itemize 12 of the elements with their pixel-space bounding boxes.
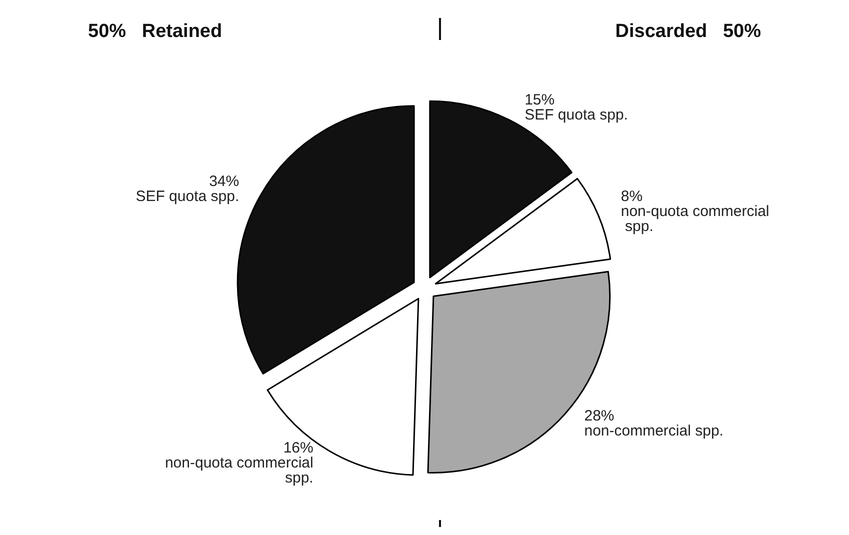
data-label: 15% xyxy=(524,91,555,108)
data-label: 8% xyxy=(620,188,643,206)
text: 50% Retained xyxy=(88,21,222,42)
slice-label: non-commercial spp. xyxy=(584,422,724,440)
slice-label: SEF quota spp. xyxy=(524,106,628,124)
slice-label: non-quota commercial spp. xyxy=(620,203,770,236)
slice-label: SEF quota spp. xyxy=(136,188,240,205)
data-label: 16% xyxy=(283,440,314,457)
data-label: 34% xyxy=(209,172,240,190)
data-label: 28% xyxy=(584,407,614,424)
slice-label: non-quota commercial spp. xyxy=(164,454,314,487)
text: Discarded 50% xyxy=(615,21,762,42)
